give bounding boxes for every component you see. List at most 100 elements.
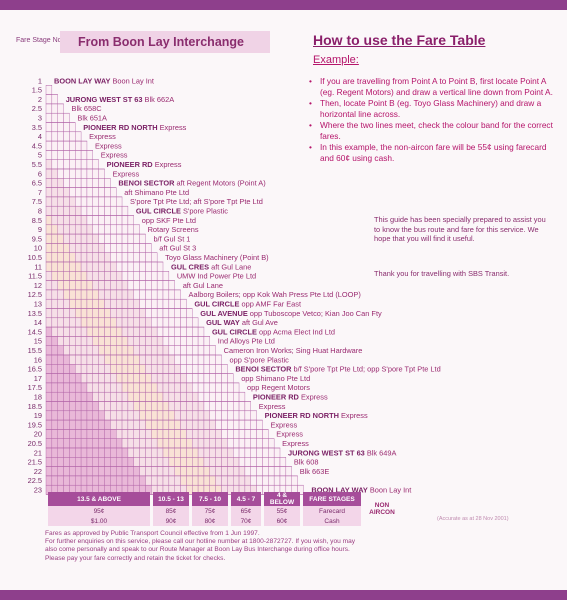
- fare-cell: [133, 419, 140, 430]
- fare-cell: [127, 345, 134, 356]
- stage-number: 11: [34, 262, 42, 271]
- fare-cell: [121, 429, 129, 439]
- fare-cell: [57, 205, 64, 216]
- fare-cell: [244, 438, 251, 449]
- fare-cell: [115, 326, 123, 337]
- fare-cell: [186, 447, 193, 458]
- fare-cell: [86, 233, 93, 244]
- fare-cell: [57, 233, 64, 244]
- fare-cell: [139, 392, 146, 402]
- fare-cell: [174, 317, 181, 328]
- stop-label: BENOI SECTOR b/f S'pore Tpt Pte Ltd; opp…: [235, 365, 440, 374]
- fare-cell: [80, 336, 88, 346]
- fare-cell: [104, 447, 111, 458]
- fare-cell: [75, 438, 82, 449]
- fare-cell: [139, 401, 146, 412]
- fare-cell: [145, 401, 152, 412]
- fare-cell: [145, 373, 152, 384]
- fare-cell: [45, 429, 53, 439]
- fare-cell: [45, 364, 53, 374]
- fare-cell: [115, 457, 123, 467]
- fare-cell: [238, 447, 246, 458]
- stage-number: 1.5: [32, 86, 42, 95]
- fare-cell: [232, 392, 240, 402]
- stage-number: 15: [34, 337, 42, 346]
- fare-cell: [63, 196, 70, 207]
- fare-cell: [209, 345, 216, 356]
- fare-cell: [145, 364, 152, 374]
- fare-cell: [221, 392, 228, 402]
- fare-cell: [104, 373, 111, 384]
- fare-cell: [45, 140, 53, 151]
- fare-cell: [139, 243, 146, 253]
- fare-cell: [51, 354, 58, 365]
- fare-cell: [244, 447, 251, 458]
- fare-cell: [51, 187, 58, 198]
- fare-cell: [75, 252, 82, 263]
- fare-cell: [115, 345, 123, 356]
- cash-fare-4: 70¢: [231, 516, 261, 526]
- stop-label: GUL CIRCLE opp AMF Far East: [194, 300, 301, 309]
- fare-cell: [86, 336, 93, 346]
- fare-cell: [98, 364, 105, 374]
- fare-cell: [115, 475, 123, 486]
- fare-cell: [250, 438, 257, 449]
- fare-cell: [121, 401, 129, 412]
- fare-cell: [51, 382, 58, 393]
- fare-cell: [104, 215, 111, 226]
- fare-cell: [145, 429, 152, 439]
- fare-cell: [209, 447, 216, 458]
- fare-cell: [75, 299, 82, 309]
- fare-cell: [92, 373, 99, 384]
- farecard-label: Farecard: [303, 506, 361, 516]
- fare-cell: [57, 317, 64, 328]
- fare-cell: [168, 401, 175, 412]
- fare-cell: [45, 85, 53, 95]
- fare-cell: [110, 252, 117, 263]
- fare-cell: [250, 466, 257, 477]
- fare-cell: [203, 364, 210, 374]
- fare-cell: [209, 354, 216, 365]
- fare-cell: [63, 326, 70, 337]
- fare-cell: [92, 364, 99, 374]
- fare-cell: [69, 233, 76, 244]
- fare-cell: [127, 475, 134, 486]
- fare-cell: [162, 271, 170, 281]
- fare-cell: [51, 131, 58, 142]
- fare-cell: [145, 410, 152, 421]
- fare-cell: [197, 475, 205, 486]
- fare-cell: [51, 103, 58, 114]
- footer-line-2: For further enquiries on this service, p…: [45, 538, 356, 554]
- fare-cell: [115, 354, 123, 365]
- fare-cell: [203, 457, 210, 467]
- stage-number: 4: [38, 132, 42, 141]
- fare-cell: [63, 438, 70, 449]
- fare-cell: [227, 466, 234, 477]
- stop-label: opp Regent Motors: [247, 383, 310, 392]
- fare-cell: [98, 280, 105, 291]
- fare-cell: [133, 382, 140, 393]
- fare-cell: [168, 354, 175, 365]
- fare-cell: [51, 261, 58, 272]
- fare-cell: [75, 345, 82, 356]
- fare-cell: [45, 168, 53, 179]
- fare-cell: [80, 159, 88, 170]
- fare-cell: [180, 326, 187, 337]
- fare-cell: [209, 438, 216, 449]
- stage-number: 16: [34, 355, 42, 364]
- fare-cell: [139, 373, 146, 384]
- fare-cell: [156, 326, 164, 337]
- fare-cell: [45, 252, 53, 263]
- fare-cell: [63, 373, 70, 384]
- fare-cell: [186, 345, 193, 356]
- fare-cell: [51, 159, 58, 170]
- stage-number: 9.5: [32, 234, 42, 243]
- fare-cell: [139, 345, 146, 356]
- fare-cell: [51, 410, 58, 421]
- fare-cell: [238, 419, 246, 430]
- fare-cell: [57, 364, 64, 374]
- fare-cell: [57, 215, 64, 226]
- fare-cell: [139, 252, 146, 263]
- fare-cell: [115, 382, 123, 393]
- fare-cell: [86, 178, 93, 188]
